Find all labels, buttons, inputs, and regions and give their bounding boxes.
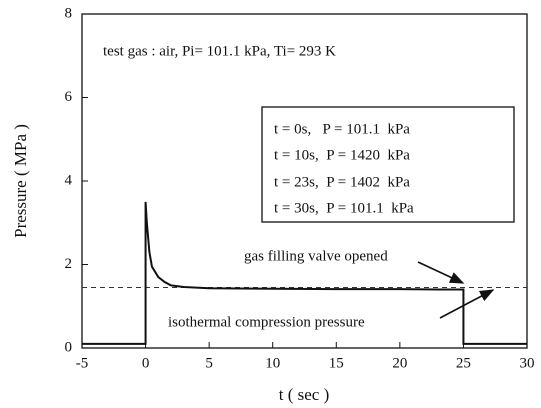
info-line: t = 30s, P = 101.1 kPa xyxy=(274,200,414,216)
annotation: isothermal compression pressure xyxy=(168,314,365,330)
info-line: t = 23s, P = 1402 kPa xyxy=(274,174,410,190)
arrow xyxy=(439,289,495,319)
x-tick-label: 0 xyxy=(142,355,150,371)
y-tick-label: 0 xyxy=(65,339,73,355)
y-tick-label: 2 xyxy=(65,256,73,272)
annotation: gas filling valve opened xyxy=(244,248,388,264)
y-tick-label: 6 xyxy=(65,89,73,105)
x-tick-label: 5 xyxy=(205,355,213,371)
info-line: t = 0s, P = 101.1 kPa xyxy=(274,121,410,137)
y-tick-label: 8 xyxy=(65,5,73,21)
y-axis-label: Pressure ( MPa ) xyxy=(11,124,30,238)
x-axis-label: t ( sec ) xyxy=(279,385,330,404)
x-tick-label: 30 xyxy=(520,355,535,371)
annotation: test gas : air, Pi= 101.1 kPa, Ti= 293 K xyxy=(103,43,336,59)
x-tick-label: 25 xyxy=(456,355,471,371)
info-box xyxy=(261,106,515,223)
y-tick-label: 4 xyxy=(65,172,73,188)
x-tick-label: 15 xyxy=(329,355,344,371)
arrow xyxy=(417,261,465,284)
x-tick-label: -5 xyxy=(76,355,89,371)
info-line: t = 10s, P = 1420 kPa xyxy=(274,147,410,163)
x-tick-label: 10 xyxy=(265,355,280,371)
data-line xyxy=(82,201,527,345)
x-tick-label: 20 xyxy=(392,355,407,371)
